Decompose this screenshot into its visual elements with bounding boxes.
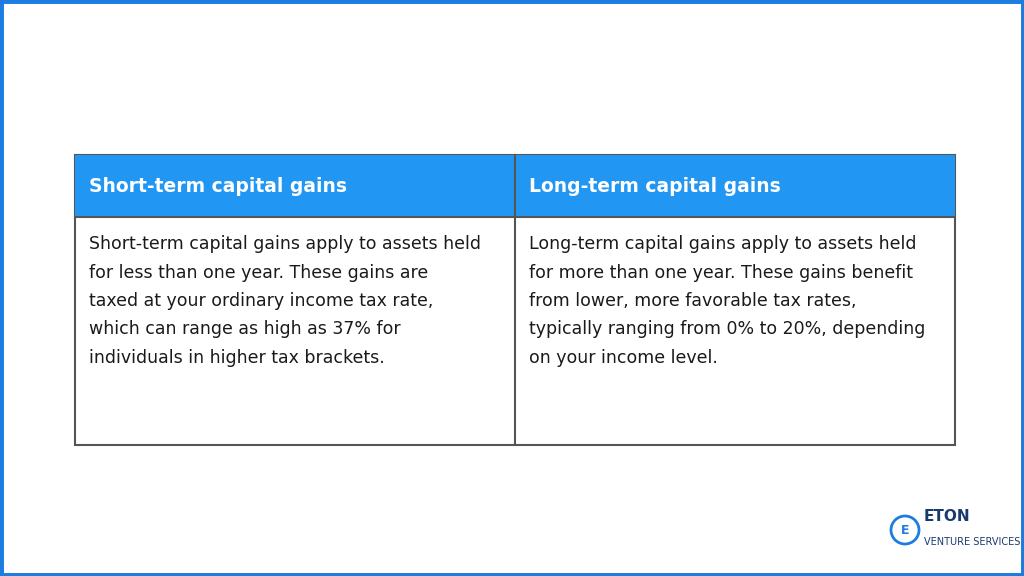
Text: VENTURE SERVICES: VENTURE SERVICES bbox=[924, 537, 1020, 547]
FancyBboxPatch shape bbox=[75, 155, 955, 445]
FancyBboxPatch shape bbox=[75, 155, 955, 217]
Text: E: E bbox=[901, 524, 909, 536]
Text: Long-term capital gains apply to assets held
for more than one year. These gains: Long-term capital gains apply to assets … bbox=[529, 235, 926, 367]
Text: Short-term capital gains: Short-term capital gains bbox=[89, 176, 347, 195]
Text: Short-term capital gains apply to assets held
for less than one year. These gain: Short-term capital gains apply to assets… bbox=[89, 235, 481, 367]
Text: ETON: ETON bbox=[924, 509, 971, 524]
Text: Long-term capital gains: Long-term capital gains bbox=[529, 176, 780, 195]
